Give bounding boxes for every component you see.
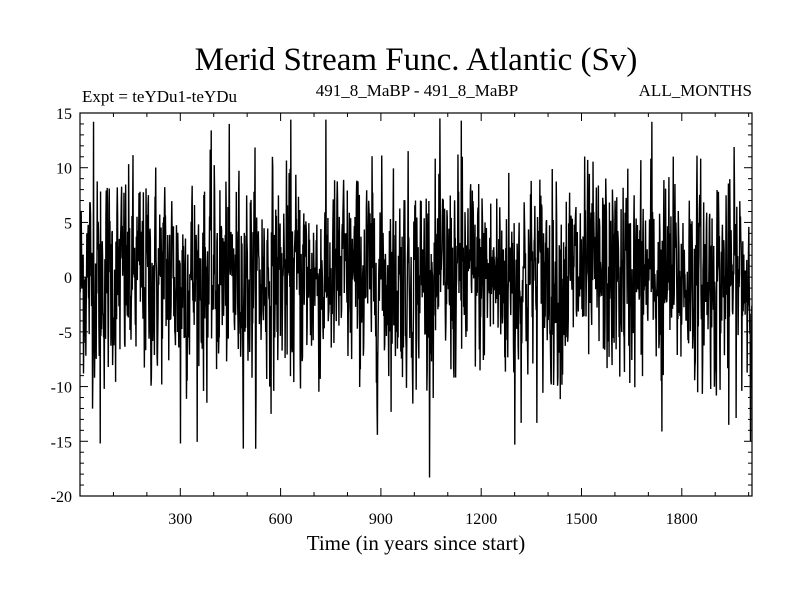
x-tick-label: 1500 [565, 511, 597, 528]
series-line [79, 118, 753, 478]
x-tick-label: 600 [269, 511, 293, 528]
plot-frame [79, 112, 753, 497]
y-tick-label: 0 [64, 270, 72, 287]
chart-subtitle-center: 491_8_MaBP - 491_8_MaBP [316, 81, 518, 100]
x-tick-label: 300 [168, 511, 192, 528]
series-layer [79, 118, 753, 478]
x-tick-label: 1800 [666, 511, 698, 528]
y-tick-label: -20 [51, 489, 72, 506]
x-tick-label: 900 [369, 511, 393, 528]
chart-subtitle-right: ALL_MONTHS [639, 81, 752, 100]
x-axis-label: Time (in years since start) [307, 531, 526, 555]
y-tick-label: -5 [59, 325, 72, 342]
y-tick-label: 5 [64, 215, 72, 232]
y-tick-label: -10 [51, 380, 72, 397]
y-tick-label: -15 [51, 434, 72, 451]
x-axis: 300 600 900 1200 1500 1800 [112, 113, 750, 528]
x-tick-label: 1200 [465, 511, 497, 528]
chart-subtitle-left: Expt = teYDu1-teYDu [82, 87, 238, 106]
y-tick-label: 10 [56, 161, 72, 178]
y-tick-label: 15 [56, 106, 72, 123]
chart-title: Merid Stream Func. Atlantic (Sv) [195, 42, 638, 78]
